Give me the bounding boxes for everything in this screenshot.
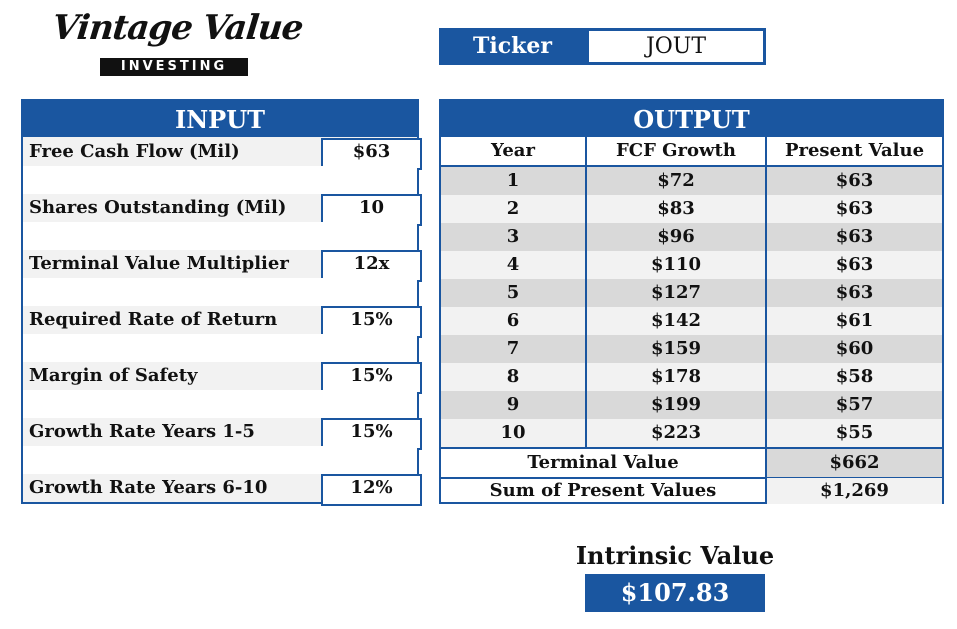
- growth-6-10-input[interactable]: 12%: [321, 474, 422, 506]
- table-row: 6 $142 $61: [441, 307, 942, 335]
- table-row: 2 $83 $63: [441, 195, 942, 223]
- table-row: 9 $199 $57: [441, 391, 942, 419]
- input-row-terminal-multiplier: Terminal Value Multiplier 12x: [23, 250, 422, 282]
- fcf-cell: $199: [650, 394, 702, 415]
- year-cell: 4: [506, 254, 520, 275]
- year-cell: 8: [506, 366, 520, 387]
- intrinsic-value-label: Intrinsic Value: [575, 541, 775, 570]
- terminal-multiplier-input[interactable]: 12x: [321, 250, 422, 282]
- column-header-year: Year: [491, 140, 535, 161]
- table-row: 7 $159 $60: [441, 335, 942, 363]
- sum-present-values-row: Sum of Present Values $1,269: [441, 478, 942, 504]
- column-divider: [585, 137, 587, 449]
- sum-present-values-label: Sum of Present Values: [489, 480, 717, 501]
- table-row: 4 $110 $63: [441, 251, 942, 279]
- margin-of-safety-input[interactable]: 15%: [321, 362, 422, 394]
- fcf-cell: $110: [650, 254, 702, 275]
- pv-cell: $57: [835, 394, 874, 415]
- input-label: Required Rate of Return: [29, 309, 278, 330]
- pv-cell: $55: [835, 422, 874, 443]
- input-row-margin-of-safety: Margin of Safety 15%: [23, 362, 422, 394]
- input-spacer: [23, 222, 417, 250]
- fcf-cell: $96: [657, 226, 695, 247]
- terminal-value-row: Terminal Value $662: [441, 449, 942, 477]
- input-label: Shares Outstanding (Mil): [29, 197, 287, 218]
- year-cell: 9: [506, 394, 520, 415]
- summary-divider: [441, 477, 942, 479]
- output-panel-title: OUTPUT: [441, 101, 942, 137]
- year-cell: 3: [506, 226, 520, 247]
- input-spacer: [23, 390, 417, 418]
- ticker-label: Ticker: [439, 28, 586, 65]
- input-label: Margin of Safety: [29, 365, 198, 386]
- input-label: Terminal Value Multiplier: [29, 253, 289, 274]
- pv-cell: $60: [835, 338, 874, 359]
- input-spacer: [23, 166, 417, 194]
- intrinsic-value: $107.83: [585, 574, 765, 612]
- free-cash-flow-input[interactable]: $63: [321, 138, 422, 170]
- input-label: Growth Rate Years 6-10: [29, 477, 268, 498]
- input-label: Free Cash Flow (Mil): [29, 141, 240, 162]
- pv-cell: $61: [835, 310, 874, 331]
- input-row-shares-outstanding: Shares Outstanding (Mil) 10: [23, 194, 422, 226]
- input-spacer: [23, 446, 417, 474]
- column-divider: [765, 137, 767, 504]
- summary-divider: [441, 447, 942, 449]
- year-cell: 2: [506, 198, 520, 219]
- pv-cell: $63: [835, 254, 874, 275]
- input-row-required-return: Required Rate of Return 15%: [23, 306, 422, 338]
- column-header-present-value: Present Value: [784, 140, 925, 161]
- input-row-growth-6-10: Growth Rate Years 6-10 12%: [23, 474, 422, 506]
- fcf-cell: $83: [657, 198, 695, 219]
- fcf-cell: $223: [650, 422, 702, 443]
- input-panel-title: INPUT: [23, 101, 417, 137]
- year-cell: 10: [500, 422, 526, 443]
- fcf-cell: $72: [657, 170, 695, 191]
- output-panel: OUTPUT Year FCF Growth Present Value 1 $…: [439, 99, 944, 504]
- input-row-growth-1-5: Growth Rate Years 1-5 15%: [23, 418, 422, 450]
- growth-1-5-input[interactable]: 15%: [321, 418, 422, 450]
- pv-cell: $63: [835, 170, 874, 191]
- year-cell: 1: [506, 170, 520, 191]
- pv-cell: $58: [835, 366, 874, 387]
- table-row: 1 $72 $63: [441, 167, 942, 195]
- input-spacer: [23, 334, 417, 362]
- pv-cell: $63: [835, 282, 874, 303]
- input-spacer: [23, 278, 417, 306]
- fcf-cell: $159: [650, 338, 702, 359]
- logo-band-text: INVESTING: [100, 58, 248, 76]
- input-panel: INPUT Free Cash Flow (Mil) $63 Shares Ou…: [21, 99, 422, 506]
- ticker-input[interactable]: JOUT: [586, 28, 766, 65]
- logo-script-text: Vintage Value: [50, 8, 305, 48]
- column-header-fcf-growth: FCF Growth: [616, 140, 736, 161]
- table-row: 5 $127 $63: [441, 279, 942, 307]
- year-cell: 5: [506, 282, 520, 303]
- table-row: 8 $178 $58: [441, 363, 942, 391]
- table-row: 10 $223 $55: [441, 419, 942, 447]
- sum-present-values: $1,269: [767, 478, 942, 504]
- table-row: 3 $96 $63: [441, 223, 942, 251]
- input-row-free-cash-flow: Free Cash Flow (Mil) $63: [23, 138, 422, 170]
- year-cell: 7: [506, 338, 520, 359]
- year-cell: 6: [506, 310, 520, 331]
- terminal-value-label: Terminal Value: [527, 452, 679, 473]
- header-divider: [441, 165, 942, 167]
- terminal-value: $662: [767, 449, 942, 477]
- fcf-cell: $127: [650, 282, 702, 303]
- input-label: Growth Rate Years 1-5: [29, 421, 255, 442]
- pv-cell: $63: [835, 198, 874, 219]
- fcf-cell: $142: [650, 310, 702, 331]
- fcf-cell: $178: [650, 366, 702, 387]
- pv-cell: $63: [835, 226, 874, 247]
